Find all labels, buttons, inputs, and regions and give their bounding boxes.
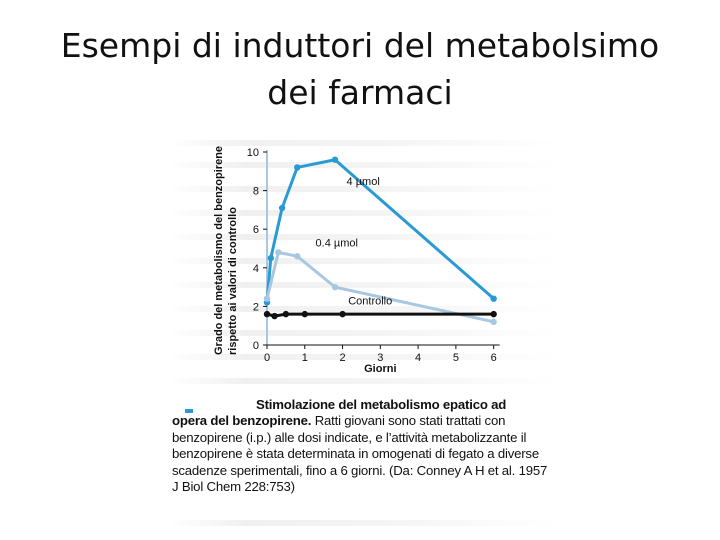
data-point (301, 310, 308, 318)
data-point (490, 310, 497, 318)
caption-bold-title-a: Stimolazione del metabolismo epatico ad (256, 397, 507, 412)
series-line (265, 158, 495, 303)
series-annotation: 4 µmol (347, 176, 380, 188)
y-tick-label: 8 (253, 186, 259, 198)
y-axis-label-line-1: Grado del metabolismo del benzopirene (213, 146, 225, 355)
data-point (275, 249, 282, 256)
y-tick-label: 4 (253, 263, 259, 275)
data-point (339, 310, 346, 318)
series-low-dose (263, 249, 497, 326)
x-tick-label: 5 (453, 352, 459, 364)
data-point (294, 253, 301, 260)
series-line (265, 250, 494, 324)
x-tick-label: 4 (415, 352, 421, 364)
y-tick-label: 10 (247, 147, 259, 159)
data-point (263, 295, 271, 302)
scanned-figure-background (168, 128, 560, 538)
x-tick-label: 6 (491, 352, 497, 364)
data-point (331, 283, 339, 291)
caption-body: Ratti giovani sono stati trattati con be… (172, 413, 548, 495)
x-axis-label: Giorni (364, 363, 396, 375)
caption-bold-title-b: opera del benzopirene. (172, 413, 312, 429)
data-point (331, 156, 339, 163)
caption-marker (185, 409, 193, 413)
series-annotation: Controllo (348, 295, 392, 307)
slide-title-line-2: dei farmaci (267, 73, 453, 112)
series-control (263, 310, 497, 320)
x-tick-label: 1 (302, 352, 308, 364)
data-point (278, 204, 286, 212)
x-tick-label: 0 (264, 352, 270, 364)
chart-series: 4 µmol 0.4 µmol Controllo (263, 156, 497, 326)
data-point (263, 310, 271, 318)
data-point (490, 318, 497, 326)
data-point (282, 310, 290, 318)
y-tick-label: 2 (253, 301, 259, 313)
series-high-dose (263, 156, 497, 306)
x-tick-label: 3 (377, 352, 383, 364)
data-point (267, 254, 274, 262)
y-tick-label: 0 (253, 340, 259, 352)
data-point (490, 295, 497, 302)
x-tick-label: 2 (339, 352, 345, 364)
data-point (294, 164, 301, 171)
slide-title-line-1: Esempi di induttori del metabolsimo (60, 26, 660, 65)
data-point (271, 312, 278, 320)
series-annotation: 0.4 µmol (316, 238, 358, 250)
y-tick-label: 6 (253, 224, 259, 236)
y-axis-label-line-2: rispetto ai valori di controllo (227, 207, 239, 355)
slide-title: Esempi di induttori del metabolsimo dei … (40, 22, 680, 116)
figure-caption: Stimolazione del metabolismo epatico ad … (172, 397, 552, 495)
